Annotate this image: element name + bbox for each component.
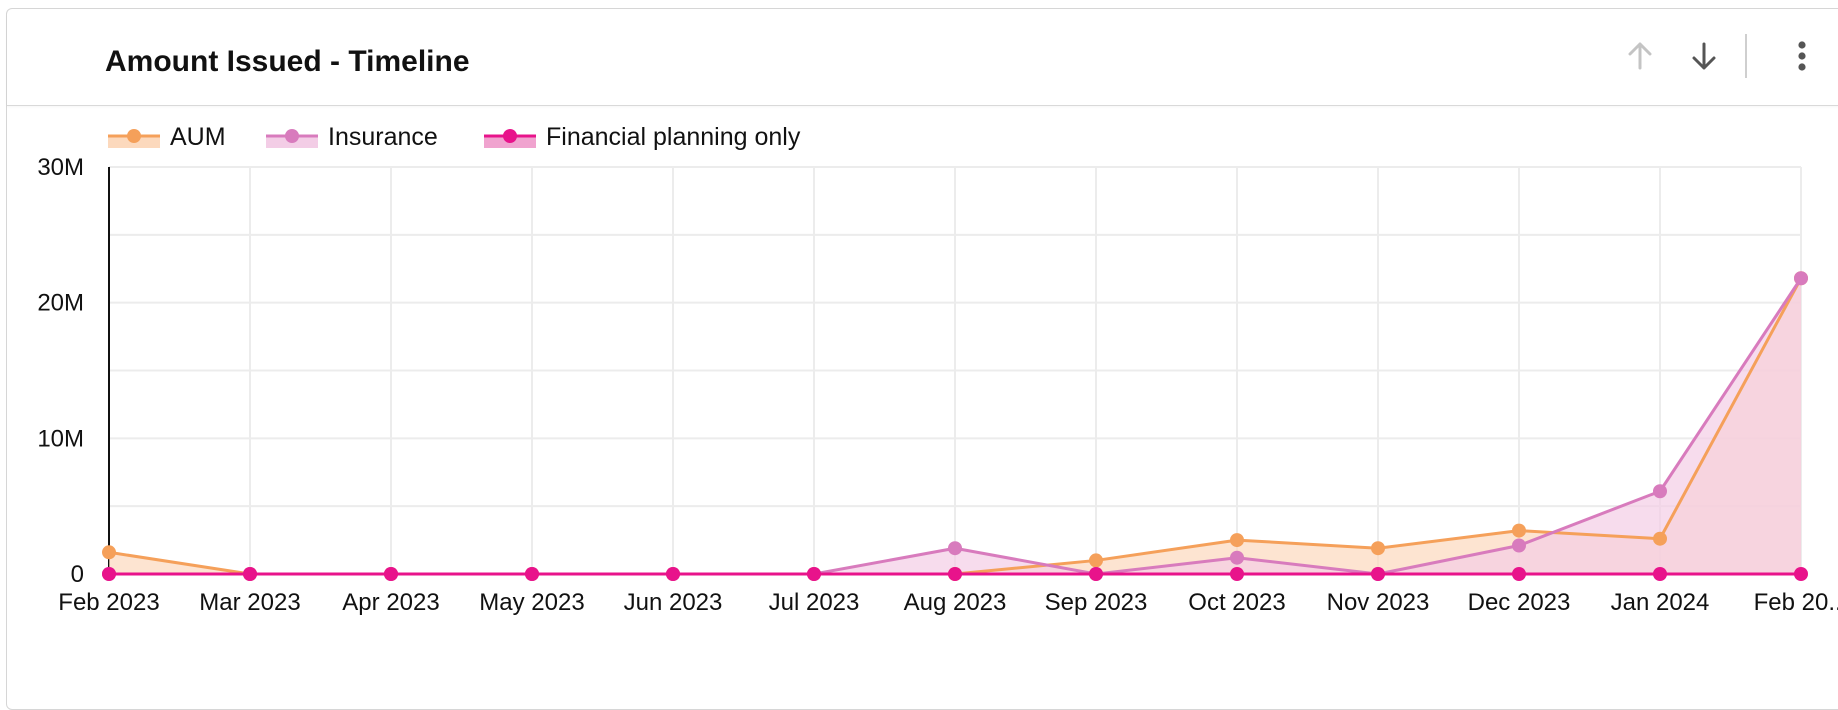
data-point	[807, 567, 821, 581]
x-tick-label: Sep 2023	[1045, 589, 1148, 616]
data-point	[1512, 523, 1526, 538]
x-tick-label: Apr 2023	[342, 589, 439, 616]
data-point	[1371, 541, 1385, 556]
data-point	[1653, 484, 1667, 499]
data-point	[1794, 567, 1808, 581]
legend-label[interactable]: Financial planning only	[546, 123, 801, 151]
x-tick-label: Oct 2023	[1188, 589, 1285, 616]
move-down-button[interactable]	[1684, 36, 1724, 76]
y-tick-label: 0	[71, 561, 84, 588]
data-point	[525, 567, 539, 581]
y-tick-label: 20M	[37, 290, 84, 317]
x-tick-label: May 2023	[479, 589, 584, 616]
x-tick-label: Jan 2024	[1611, 589, 1710, 616]
data-point	[384, 567, 398, 581]
x-tick-label: Jul 2023	[769, 589, 860, 616]
x-tick-label: Feb 2023	[58, 589, 159, 616]
data-point	[948, 567, 962, 581]
series-area	[109, 278, 1801, 574]
x-tick-label: Jun 2023	[624, 589, 723, 616]
card-header: Amount Issued - Timeline	[7, 9, 1838, 106]
legend-swatch-marker	[285, 129, 299, 143]
more-options-button[interactable]	[1782, 36, 1822, 76]
legend-label[interactable]: Insurance	[328, 123, 438, 151]
header-divider	[1745, 34, 1747, 78]
arrow-up-icon	[1628, 42, 1652, 70]
data-point	[243, 567, 257, 581]
chart-card: Amount Issued - Timeline	[6, 8, 1838, 710]
data-point	[1653, 567, 1667, 581]
card-title: Amount Issued - Timeline	[105, 45, 470, 78]
timeline-chart: 0 10M 20M 30M Feb 2023 Mar 2023 Apr 2023 May 20…	[37, 123, 1838, 616]
data-point	[102, 545, 116, 560]
data-point	[1230, 550, 1244, 565]
legend-label[interactable]: AUM	[170, 123, 226, 151]
data-point	[102, 567, 116, 581]
arrow-down-icon	[1692, 42, 1716, 70]
data-point	[1512, 538, 1526, 553]
data-point	[948, 541, 962, 556]
x-tick-label: Nov 2023	[1327, 589, 1430, 616]
data-point	[1089, 553, 1103, 568]
data-point	[1230, 567, 1244, 581]
y-tick-label: 10M	[37, 425, 84, 452]
x-tick-label: Mar 2023	[199, 589, 300, 616]
data-point	[1089, 567, 1103, 581]
data-point	[1230, 533, 1244, 548]
data-point	[666, 567, 680, 581]
data-point	[1512, 567, 1526, 581]
x-tick-label: Feb 20...	[1754, 589, 1838, 616]
legend-swatch-marker	[503, 129, 517, 143]
x-tick-label: Dec 2023	[1468, 589, 1571, 616]
legend-swatch-marker	[127, 129, 141, 143]
x-tick-label: Aug 2023	[904, 589, 1007, 616]
data-point	[1653, 531, 1667, 546]
move-up-button[interactable]	[1620, 36, 1660, 76]
y-tick-label: 30M	[37, 154, 84, 181]
data-point	[1371, 567, 1385, 581]
data-point	[1794, 271, 1808, 286]
more-vert-icon	[1798, 41, 1806, 71]
